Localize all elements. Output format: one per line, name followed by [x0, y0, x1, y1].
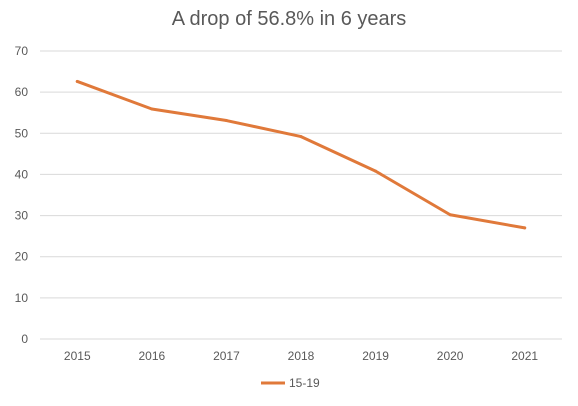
- grid-lines: [40, 50, 562, 340]
- data-point: [374, 169, 378, 173]
- series-line: [75, 79, 527, 230]
- y-tick-label: 0: [21, 332, 28, 346]
- data-point: [224, 119, 228, 123]
- x-tick-label: 2016: [139, 349, 166, 363]
- y-tick-label: 70: [15, 44, 29, 58]
- x-tick-label: 2017: [213, 349, 240, 363]
- legend-label: 15-19: [289, 376, 320, 390]
- series-layer: [75, 79, 527, 230]
- legend: 15-19: [261, 376, 320, 390]
- y-tick-label: 40: [15, 167, 29, 181]
- chart-title: A drop of 56.8% in 6 years: [171, 8, 407, 30]
- y-tick-label: 50: [15, 126, 29, 140]
- y-tick-label: 60: [15, 85, 29, 99]
- y-tick-label: 20: [15, 250, 29, 264]
- y-tick-label: 10: [15, 291, 29, 305]
- x-axis-ticks: 2015 2016 2017 2018 2019 2020 2021: [64, 349, 538, 363]
- data-point: [523, 226, 527, 230]
- y-axis-ticks: 0 10 20 30 40 50 60 70: [15, 44, 29, 346]
- data-point: [299, 135, 303, 139]
- data-point: [75, 79, 79, 83]
- data-point: [150, 107, 154, 111]
- x-tick-label: 2019: [362, 349, 389, 363]
- y-tick-label: 30: [15, 209, 29, 223]
- x-tick-label: 2020: [437, 349, 464, 363]
- data-point: [448, 213, 452, 217]
- x-tick-label: 2018: [288, 349, 315, 363]
- x-tick-label: 2021: [511, 349, 538, 363]
- x-tick-label: 2015: [64, 349, 91, 363]
